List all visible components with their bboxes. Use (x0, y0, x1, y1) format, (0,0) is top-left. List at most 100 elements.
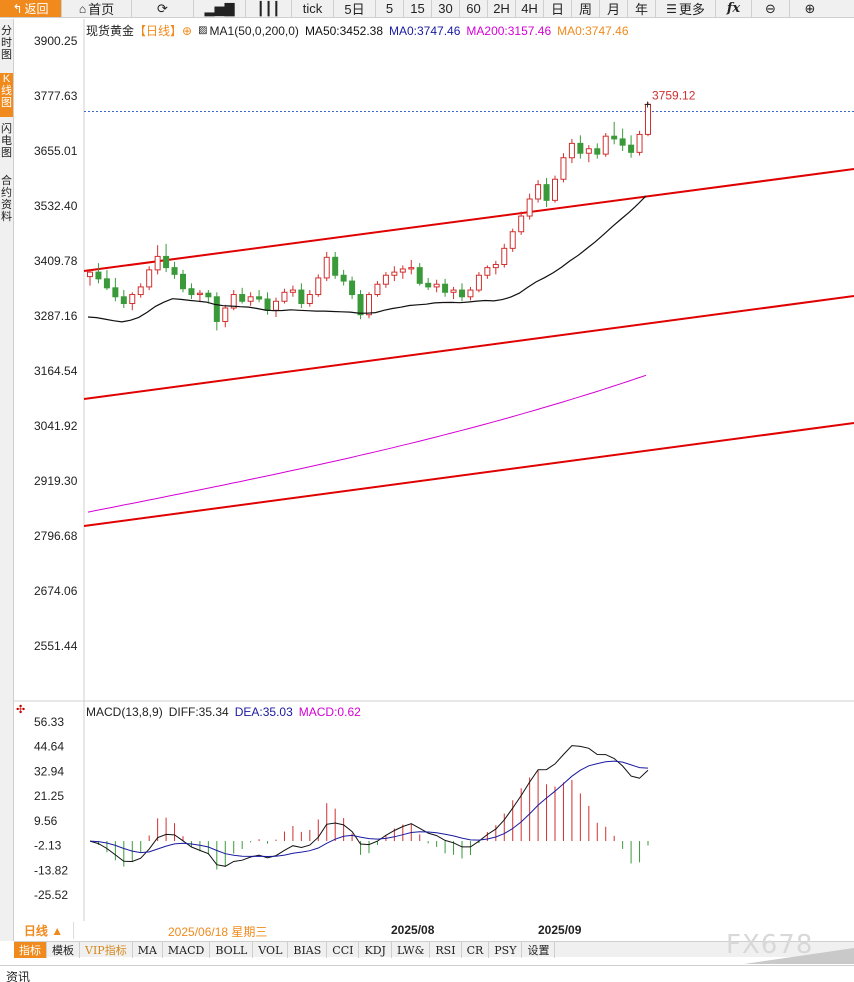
year-button[interactable]: 年 (628, 0, 656, 17)
zoom-in-button[interactable]: ⊕ (790, 0, 830, 17)
indicator-tab[interactable]: MA (133, 942, 163, 958)
candle-body (154, 255, 161, 271)
price-axis-label: 3655.01 (34, 144, 78, 158)
side-tabs: 分时图 K线图 闪电图 合约资料 (0, 19, 14, 941)
top-toolbar: ↰ 返回 ⌂ 首页 ⟳ ▂▅▇ ┃┃┃ tick 5日 5 15 30 60 2H … (0, 0, 854, 18)
candle-body (103, 278, 110, 289)
week-button[interactable]: 周 (572, 0, 600, 17)
refresh-button[interactable]: ⟳ (132, 0, 194, 17)
candle-body (374, 283, 381, 296)
period-tag: 【日线】 (134, 24, 183, 38)
indicator-bar: 指标 模板 VIP指标 MA MACD BOLL VOL BIAS CCI KDJ LW& RSI CR… (14, 941, 854, 958)
indicator-tab[interactable]: CR (462, 942, 490, 958)
ma50-line (87, 195, 647, 323)
indicator-tab[interactable]: 模板 (47, 942, 80, 958)
indicator-tab[interactable]: CCI (327, 942, 360, 958)
price-axis-label: 3777.63 (34, 89, 78, 103)
five-day-button[interactable]: 5日 (334, 0, 376, 17)
candle-chart-button[interactable]: ┃┃┃ (246, 0, 292, 17)
back-arrow-icon: ↰ (12, 1, 23, 16)
indicator-tab[interactable]: RSI (430, 942, 462, 958)
tab-timeshare[interactable]: 分时图 (1, 25, 12, 61)
bar-chart-icon: ▂▅▇ (204, 0, 235, 16)
zoom-out-button[interactable]: ⊖ (752, 0, 790, 17)
tab-kline[interactable]: K线图 (0, 73, 13, 117)
m15-button[interactable]: 15 (404, 0, 432, 17)
indicator-tab[interactable]: PSY (489, 942, 523, 958)
indicator-tab[interactable]: VOL (253, 942, 289, 958)
candle-body (585, 148, 592, 154)
candle-body (289, 289, 296, 293)
indicator-tab[interactable]: KDJ (359, 942, 392, 958)
m5-button[interactable]: 5 (376, 0, 404, 17)
candle-body (602, 135, 609, 155)
indicator-tab[interactable]: BIAS (288, 942, 328, 958)
candle-body (459, 289, 465, 298)
candle-body (535, 184, 542, 200)
indicator-tab[interactable]: LW& (392, 942, 431, 958)
candle-body (645, 103, 651, 135)
chart-area[interactable]: 3900.25 3777.63 3655.01 3532.40 3409.78 3287.… (14, 19, 854, 941)
ma0b-value: MA0:3747.46 (557, 23, 629, 38)
m60-button[interactable]: 60 (460, 0, 488, 17)
instrument-name: 现货黄金 (86, 24, 135, 38)
indicator-tab[interactable]: 指标 (14, 942, 47, 958)
month-button[interactable]: 月 (600, 0, 628, 17)
candle-body (408, 267, 415, 270)
formula-button[interactable]: fx (716, 0, 752, 17)
h2-button[interactable]: 2H (488, 0, 516, 17)
indicator-icon: ▨ (198, 25, 208, 36)
candle-body (315, 277, 322, 296)
kline-chart[interactable]: 3900.25 3777.63 3655.01 3532.40 3409.78 3287.… (14, 19, 854, 921)
candle-body (628, 144, 635, 153)
macd-axis-label: -13.82 (34, 863, 68, 877)
tick-button[interactable]: tick (292, 0, 334, 17)
day-button[interactable]: 日 (544, 0, 572, 17)
price-axis-label: 2551.44 (34, 639, 78, 653)
candle-body (171, 267, 178, 275)
candle-body (475, 274, 482, 291)
settings-icon[interactable]: ⊕ (182, 23, 193, 38)
indicator-tab[interactable]: MACD (163, 942, 211, 958)
diff-value: DIFF:35.34 (168, 705, 229, 719)
back-button[interactable]: ↰ 返回 (0, 0, 62, 17)
indicator-tab[interactable]: VIP指标 (80, 942, 133, 958)
candle-body (340, 274, 347, 282)
news-tab[interactable]: 资讯 (6, 970, 31, 982)
price-axis-label: 3287.16 (34, 309, 78, 323)
m30-button[interactable]: 30 (432, 0, 460, 17)
candle-body (467, 289, 474, 298)
candle-body (501, 247, 508, 265)
candle-body (568, 142, 575, 159)
candle-body (543, 184, 550, 201)
home-button[interactable]: ⌂ 首页 (62, 0, 132, 17)
candle-body (552, 178, 558, 201)
tab-flash[interactable]: 闪电图 (1, 123, 12, 159)
tab-contract[interactable]: 合约资料 (1, 175, 12, 223)
candle-body (137, 286, 144, 296)
crosshair-icon: ✣ (16, 704, 25, 716)
period-selector[interactable]: 日线 ▲ (14, 922, 74, 939)
date-tick-sep: 2025/09 (538, 923, 582, 937)
trendline-lower (83, 422, 854, 527)
candle-body (230, 294, 237, 309)
candle-body (306, 294, 313, 305)
dea-value: DEA:35.03 (234, 705, 293, 719)
candle-body (222, 307, 229, 322)
h4-button[interactable]: 4H (516, 0, 544, 17)
macd-value: MACD:0.62 (298, 705, 361, 719)
crosshair-date: 2025/06/18 星期三 (168, 925, 268, 939)
macd-axis-label: -25.52 (34, 888, 68, 902)
indicator-tab[interactable]: 设置 (522, 942, 556, 958)
indicator-tab[interactable]: BOLL (210, 942, 254, 958)
price-axis-label: 3164.54 (34, 364, 78, 378)
candle-body (180, 273, 186, 290)
zoom-in-icon: ⊕ (804, 0, 816, 16)
candle-body (188, 288, 195, 296)
more-button[interactable]: ☰ 更多 (656, 0, 716, 17)
ma200-line (87, 374, 647, 513)
candle-body (416, 267, 423, 284)
mountain-chart-button[interactable]: ▂▅▇ (194, 0, 246, 17)
candle-body (357, 294, 364, 316)
candle-body (399, 268, 406, 273)
